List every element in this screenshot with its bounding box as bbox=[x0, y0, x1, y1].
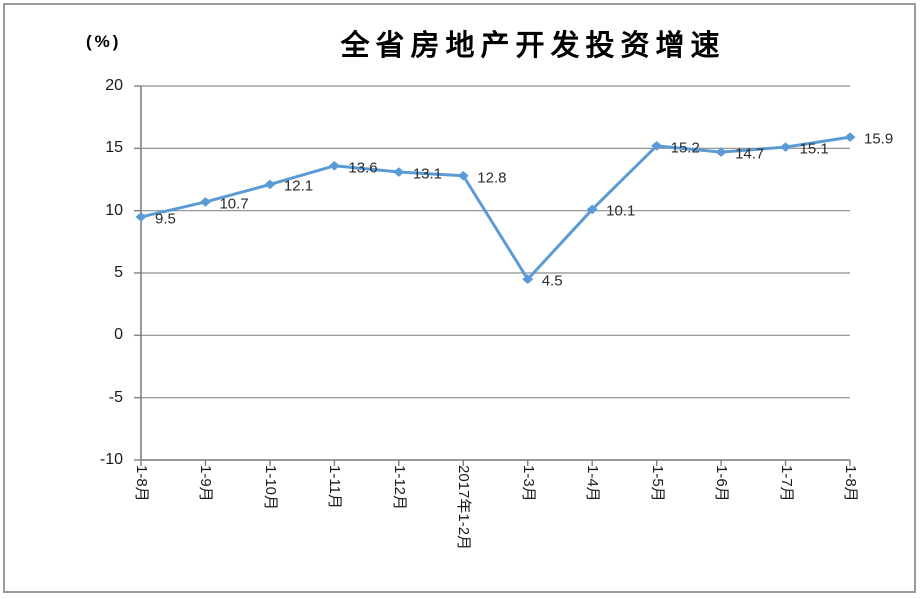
data-point-marker bbox=[393, 167, 405, 177]
x-axis-tick-label: 1-8月 bbox=[133, 465, 150, 502]
y-axis-unit-label: (%) bbox=[86, 32, 122, 51]
x-axis-tick-label: 1-9月 bbox=[197, 465, 215, 502]
data-point-label: 12.1 bbox=[283, 177, 314, 195]
x-axis-tick-label: 1-3月 bbox=[519, 465, 537, 502]
data-point-label: 10.1 bbox=[606, 202, 636, 220]
data-point-label: 14.7 bbox=[735, 145, 765, 163]
series-line bbox=[140, 135, 851, 281]
data-point-marker bbox=[780, 142, 792, 152]
y-axis-tick-label: 20 bbox=[105, 77, 123, 94]
data-point-label: 4.5 bbox=[541, 272, 563, 290]
x-axis-tick-label: 1-12月 bbox=[390, 465, 408, 511]
y-axis-tick-label: 5 bbox=[114, 264, 123, 281]
data-point-label: 10.7 bbox=[219, 195, 249, 213]
data-point-label: 12.8 bbox=[477, 169, 507, 187]
data-point-marker bbox=[457, 170, 469, 181]
x-axis-tick-label: 1-5月 bbox=[648, 465, 666, 502]
y-axis-tick-label: -5 bbox=[108, 388, 123, 406]
data-point-label: 9.5 bbox=[155, 210, 176, 228]
x-axis-tick-label: 2017年1-2月 bbox=[455, 465, 473, 551]
x-axis-tick-label: 1-6月 bbox=[713, 465, 731, 502]
data-point-label: 13.1 bbox=[412, 165, 443, 183]
data-point-marker bbox=[586, 204, 598, 215]
data-point-marker bbox=[199, 197, 211, 207]
data-point-marker bbox=[135, 212, 147, 222]
x-axis-tick-label: 1-4月 bbox=[584, 465, 602, 502]
data-point-marker bbox=[522, 274, 534, 285]
y-axis-tick-label: 15 bbox=[105, 139, 123, 157]
data-point-marker bbox=[844, 132, 856, 142]
data-point-marker bbox=[715, 147, 727, 157]
y-axis-tick-label: 0 bbox=[114, 326, 123, 344]
x-axis-tick-label: 1-7月 bbox=[777, 465, 795, 502]
data-point-label: 15.1 bbox=[799, 140, 829, 158]
chart-title: 全省房地产开发投资增速 bbox=[340, 30, 726, 62]
data-point-marker bbox=[264, 179, 276, 190]
data-point-label: 15.9 bbox=[864, 130, 894, 148]
data-point-marker bbox=[651, 141, 663, 151]
data-point-marker bbox=[328, 160, 340, 171]
x-axis-tick-label: 1-10月 bbox=[261, 465, 279, 511]
x-axis-tick-label: 1-11月 bbox=[326, 465, 344, 509]
y-axis-tick-label: -10 bbox=[99, 451, 123, 468]
y-axis-tick-label: 10 bbox=[105, 201, 123, 219]
data-point-label: 13.6 bbox=[348, 159, 378, 177]
x-axis-tick-label: 1-8月 bbox=[842, 465, 859, 502]
data-point-label: 15.2 bbox=[670, 139, 700, 157]
